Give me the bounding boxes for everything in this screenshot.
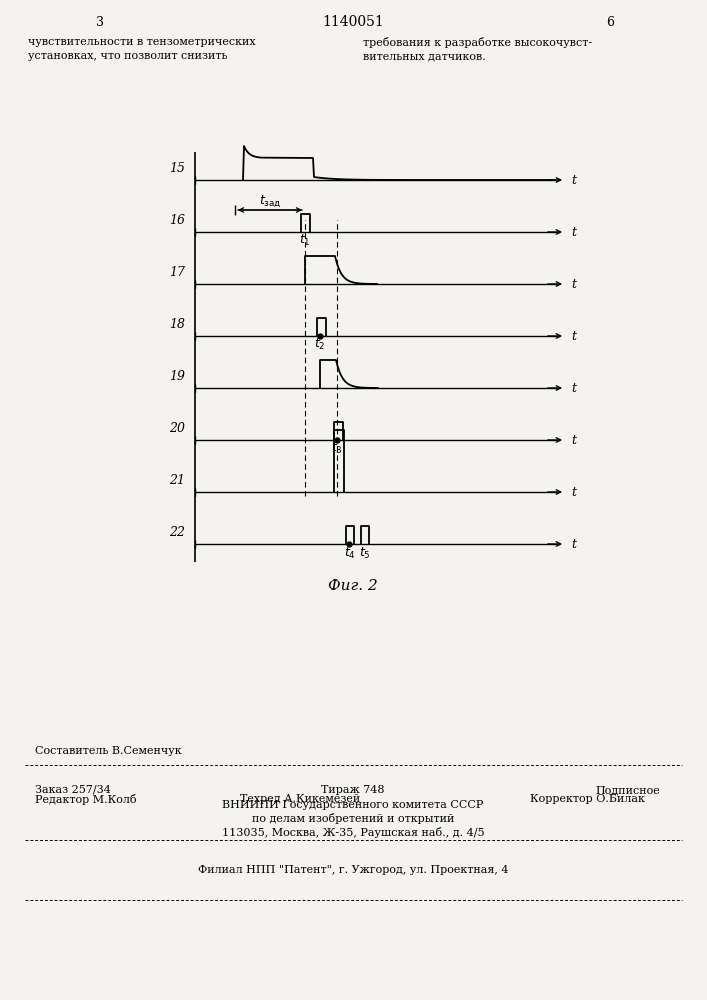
Text: t: t bbox=[571, 174, 576, 186]
Text: 113035, Москва, Ж-35, Раушская наб., д. 4/5: 113035, Москва, Ж-35, Раушская наб., д. … bbox=[222, 828, 484, 838]
Text: 3: 3 bbox=[96, 15, 104, 28]
Text: 21: 21 bbox=[169, 474, 185, 487]
Text: требования к разработке высокочувст-: требования к разработке высокочувст- bbox=[363, 36, 592, 47]
Text: Подписное: Подписное bbox=[595, 785, 660, 795]
Text: t: t bbox=[571, 538, 576, 550]
Text: $t_4$: $t_4$ bbox=[344, 545, 356, 561]
Text: Техред А.Кикемезей: Техред А.Кикемезей bbox=[240, 794, 361, 804]
Text: вительных датчиков.: вительных датчиков. bbox=[363, 51, 486, 61]
Text: чувствительности в тензометрических: чувствительности в тензометрических bbox=[28, 37, 256, 47]
Text: 17: 17 bbox=[169, 265, 185, 278]
Text: t: t bbox=[571, 226, 576, 238]
Text: t: t bbox=[571, 486, 576, 498]
Text: Редактор М.Колб: Редактор М.Колб bbox=[35, 794, 136, 805]
Text: t: t bbox=[571, 434, 576, 446]
Text: 15: 15 bbox=[169, 161, 185, 174]
Text: 18: 18 bbox=[169, 318, 185, 330]
Text: ВНИИПИ Государственного комитета СССР: ВНИИПИ Государственного комитета СССР bbox=[222, 800, 484, 810]
Text: Составитель В.Семенчук: Составитель В.Семенчук bbox=[35, 746, 182, 756]
Text: 19: 19 bbox=[169, 369, 185, 382]
Text: $t_{\rm зад}$: $t_{\rm зад}$ bbox=[259, 193, 281, 209]
Text: t: t bbox=[571, 381, 576, 394]
Text: 20: 20 bbox=[169, 422, 185, 434]
Text: Корректор О.Билак: Корректор О.Билак bbox=[530, 794, 645, 804]
Text: t: t bbox=[571, 277, 576, 290]
Text: $t_5$: $t_5$ bbox=[359, 545, 371, 561]
Text: Филиал НПП "Патент", г. Ужгород, ул. Проектная, 4: Филиал НПП "Патент", г. Ужгород, ул. Про… bbox=[198, 865, 508, 875]
Text: $t_3$: $t_3$ bbox=[331, 440, 343, 456]
Text: Фиг. 2: Фиг. 2 bbox=[328, 579, 378, 593]
Text: 6: 6 bbox=[606, 15, 614, 28]
Text: 16: 16 bbox=[169, 214, 185, 227]
Text: 22: 22 bbox=[169, 526, 185, 538]
Text: 1140051: 1140051 bbox=[322, 15, 384, 29]
Text: Заказ 257/34: Заказ 257/34 bbox=[35, 785, 111, 795]
Text: t: t bbox=[571, 330, 576, 342]
Text: установках, что позволит снизить: установках, что позволит снизить bbox=[28, 51, 228, 61]
Text: $t_1$: $t_1$ bbox=[299, 232, 311, 248]
Text: $t_2$: $t_2$ bbox=[314, 336, 326, 352]
Text: по делам изобретений и открытий: по делам изобретений и открытий bbox=[252, 814, 454, 824]
Text: Тираж 748: Тираж 748 bbox=[321, 785, 385, 795]
